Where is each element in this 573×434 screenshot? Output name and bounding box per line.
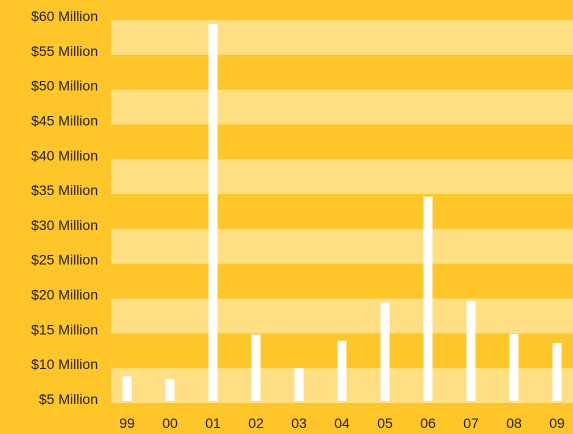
bar-99 [122,376,132,401]
y-tick-label: $15 Million [31,321,98,337]
bar-04 [337,340,347,401]
bar-08 [509,333,519,401]
x-axis-labels: 99 00 01 02 03 04 05 06 07 08 09 [119,415,565,431]
bar-01 [208,23,218,402]
y-axis-labels: $60 Million $55 Million $50 Million $45 Mil… [31,8,98,407]
bar-03 [294,367,304,401]
y-tick-label: $55 Million [31,43,98,59]
x-tick-label: 00 [162,415,178,431]
x-tick-label: 05 [377,415,393,431]
bar-05 [380,302,390,401]
grid-band [111,228,573,264]
x-tick-label: 08 [506,415,522,431]
y-tick-label: $25 Million [31,252,98,268]
y-tick-label: $5 Million [39,391,98,407]
y-tick-label: $35 Million [31,182,98,198]
x-tick-label: 04 [334,415,350,431]
bars [122,23,562,402]
x-tick-label: 02 [248,415,264,431]
grid-band [111,298,573,334]
grid-band [111,89,573,125]
grid-band [111,159,573,195]
x-tick-label: 99 [119,415,135,431]
y-tick-label: $45 Million [31,112,98,128]
y-tick-label: $40 Million [31,147,98,163]
bar-07 [466,301,476,401]
x-tick-label: 03 [291,415,307,431]
bar-02 [251,334,261,401]
bar-09 [552,342,562,401]
bar-00 [165,379,175,401]
x-tick-label: 01 [205,415,221,431]
y-tick-label: $10 Million [31,356,98,372]
x-tick-label: 07 [463,415,479,431]
grid-band [111,20,573,55]
bar-06 [423,196,433,401]
y-tick-label: $30 Million [31,217,98,233]
y-tick-label: $50 Million [31,78,98,94]
y-tick-label: $60 Million [31,8,98,24]
y-tick-label: $20 Million [31,287,98,303]
x-tick-label: 09 [549,415,565,431]
x-tick-label: 06 [420,415,436,431]
